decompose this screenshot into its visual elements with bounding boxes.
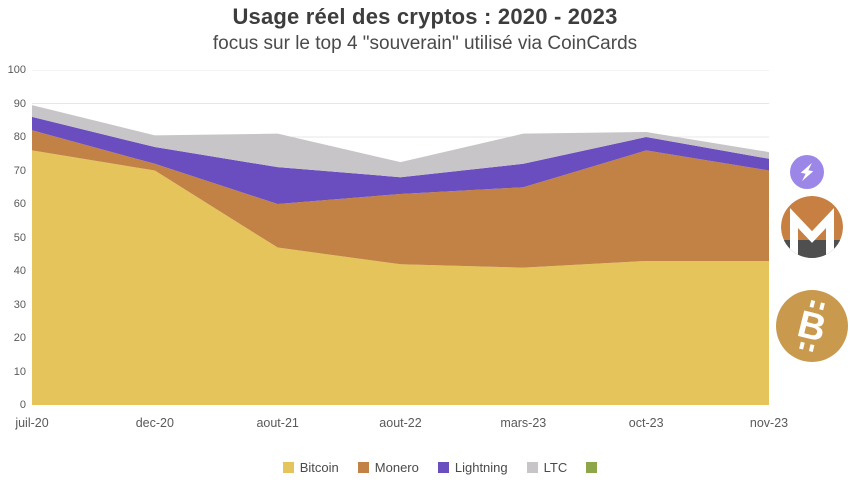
legend-label: Bitcoin [299,460,339,475]
x-tick-label: nov-23 [749,416,789,430]
area-lightning [32,116,769,204]
y-tick-label: 20 [13,332,26,344]
legend-swatch [357,462,369,473]
y-tick-label: 50 [13,231,26,244]
chart-title: Usage réel des cryptos : 2020 - 2023 [232,4,618,29]
legend-swatch [282,462,294,473]
area-monero [32,130,769,268]
legend-swatch [586,462,598,473]
y-tick-label: 90 [13,97,26,110]
legend-swatch [437,462,449,473]
legend-label: Monero [374,460,419,475]
x-tick-label: mars-23 [500,416,547,430]
y-tick-label: 40 [13,265,26,277]
area-ltc [32,105,769,178]
y-tick-label: 0 [19,399,26,411]
legend-swatch [526,462,538,473]
x-tick-label: aout-22 [379,416,422,430]
legend-item-lightning: Lightning [437,460,508,475]
area-bitcoin [32,150,769,405]
y-tick-label: 30 [13,298,26,311]
x-tick-label: oct-23 [628,416,664,430]
chart-subtitle: focus sur le top 4 "souverain" utilisé v… [212,33,638,54]
legend-label: Lightning [454,460,508,475]
legend-item-unnamed [586,462,598,473]
chart-legend: Bitcoin Monero Lightning LTC [15,460,850,475]
lightning-bolt-icon [790,155,824,189]
x-tick-label: dec-20 [135,416,174,430]
y-tick-label: 80 [13,131,26,143]
legend-item-bitcoin: Bitcoin [282,460,339,475]
x-tick-label: juil-20 [15,416,49,430]
y-tick-label: 100 [7,64,26,76]
y-tick-label: 60 [13,198,26,210]
legend-label: LTC [543,460,568,475]
y-tick-label: 10 [13,365,26,378]
x-tick-label: aout-21 [256,416,299,430]
bitcoin-icon: B [776,290,848,362]
stacked-area-chart [32,70,769,405]
monero-icon [781,196,843,258]
y-tick-label: 70 [13,164,26,177]
legend-item-monero: Monero [357,460,419,475]
legend-item-ltc: LTC [526,460,568,475]
